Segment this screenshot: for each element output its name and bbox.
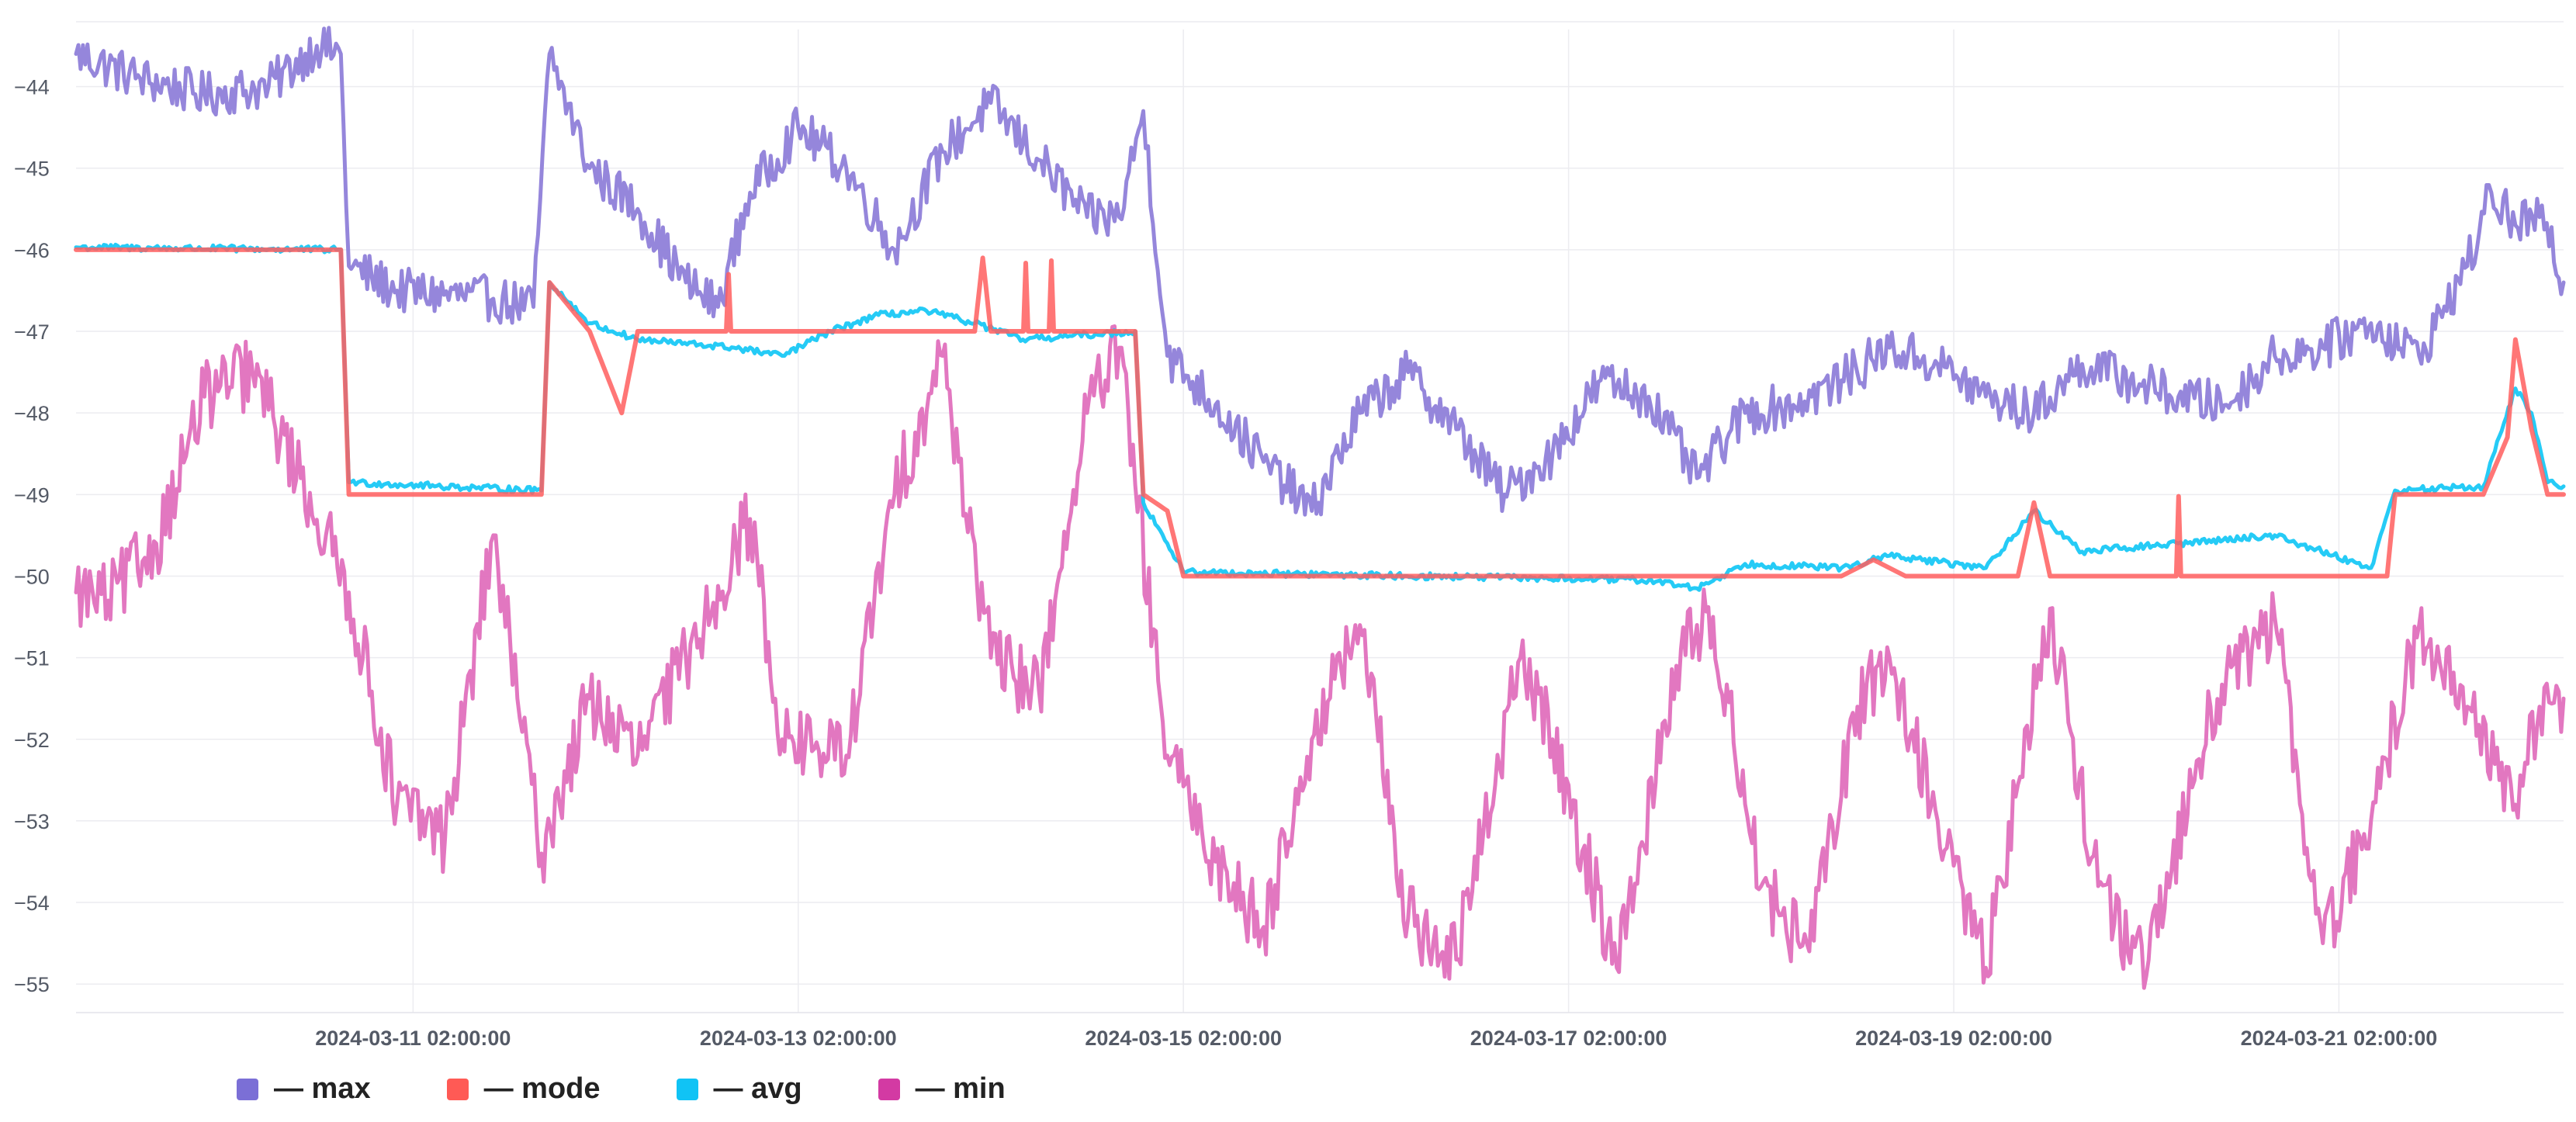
x-tick-label: 2024-03-15 02:00:00 bbox=[1085, 1027, 1282, 1050]
series-line-min bbox=[74, 324, 2566, 990]
legend-item-avg[interactable]: — avg bbox=[676, 1072, 802, 1106]
legend-label-max: — max bbox=[274, 1072, 371, 1105]
y-tick-label: −46 bbox=[14, 239, 50, 262]
chart-legend: — max — mode — avg — min bbox=[237, 1072, 1082, 1106]
x-tick-label: 2024-03-13 02:00:00 bbox=[700, 1027, 897, 1050]
legend-item-min[interactable]: — min bbox=[878, 1072, 1006, 1106]
y-tick-label: −45 bbox=[14, 158, 50, 181]
legend-label-mode: — mode bbox=[483, 1072, 601, 1105]
y-tick-label: −55 bbox=[14, 973, 50, 996]
series-layer bbox=[74, 26, 2566, 990]
y-tick-label: −51 bbox=[14, 647, 50, 670]
legend-item-mode[interactable]: — mode bbox=[446, 1072, 601, 1106]
x-tick-label: 2024-03-17 02:00:00 bbox=[1470, 1027, 1667, 1050]
x-tick-label: 2024-03-19 02:00:00 bbox=[1855, 1027, 2052, 1050]
legend-swatch-min bbox=[878, 1078, 900, 1100]
series-line-max bbox=[74, 26, 2566, 517]
y-tick-label: −54 bbox=[14, 892, 50, 915]
legend-swatch-max bbox=[237, 1078, 258, 1100]
y-axis-tick-labels: −44 −45 −46 −47 −48 −49 −50 −51 −52 −53 −54 −55 bbox=[14, 76, 50, 997]
legend-item-max[interactable]: — max bbox=[237, 1072, 371, 1106]
legend-swatch-mode bbox=[446, 1078, 469, 1100]
y-tick-label: −49 bbox=[14, 483, 50, 507]
y-tick-label: −52 bbox=[14, 729, 50, 752]
x-tick-label: 2024-03-21 02:00:00 bbox=[2241, 1027, 2438, 1050]
grid-lines bbox=[76, 29, 2564, 1013]
y-tick-label: −44 bbox=[14, 76, 50, 99]
y-tick-label: −47 bbox=[14, 320, 50, 344]
y-tick-label: −50 bbox=[14, 565, 50, 588]
legend-swatch-avg bbox=[676, 1078, 698, 1100]
y-tick-label: −48 bbox=[14, 402, 50, 425]
x-axis-tick-labels: 2024-03-11 02:00:00 2024-03-13 02:00:00 20… bbox=[315, 1027, 2437, 1050]
legend-label-min: — min bbox=[915, 1072, 1006, 1105]
y-tick-label: −53 bbox=[14, 810, 50, 833]
legend-label-avg: — avg bbox=[713, 1072, 802, 1105]
series-line-mode bbox=[74, 247, 2566, 579]
x-tick-label: 2024-03-11 02:00:00 bbox=[315, 1027, 511, 1050]
axis-lines bbox=[76, 21, 2564, 1013]
